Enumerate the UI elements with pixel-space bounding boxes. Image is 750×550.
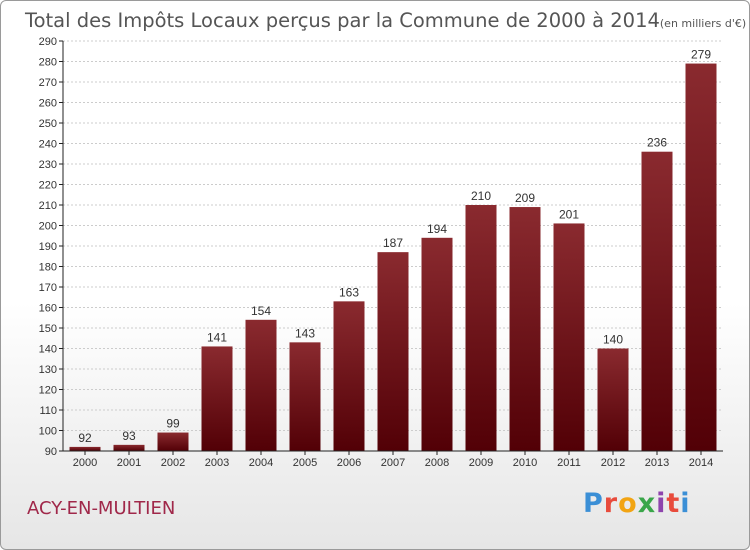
logo-letter: x xyxy=(637,488,657,519)
chart-unit-note: (en milliers d'€) xyxy=(659,17,747,30)
y-tick-label: 260 xyxy=(39,98,57,110)
data-label: 209 xyxy=(515,191,535,205)
y-tick-label: 270 xyxy=(39,77,57,89)
bar xyxy=(421,237,453,451)
proxiti-logo[interactable]: Proxiti xyxy=(583,488,691,519)
y-tick-label: 170 xyxy=(39,282,57,294)
data-label: 92 xyxy=(78,431,92,445)
logo-letter: o xyxy=(618,488,638,519)
data-label: 99 xyxy=(166,417,180,431)
y-tick-label: 240 xyxy=(39,139,57,151)
x-tick-label: 2011 xyxy=(557,457,581,469)
x-tick-label: 2009 xyxy=(469,457,493,469)
x-tick-label: 2004 xyxy=(249,457,273,469)
chart-title: Total des Impôts Locaux perçus par la Co… xyxy=(25,9,746,32)
y-tick-label: 110 xyxy=(39,405,57,417)
data-label: 140 xyxy=(603,333,623,347)
bar xyxy=(333,301,365,451)
y-tick-label: 230 xyxy=(39,159,57,171)
y-tick-label: 220 xyxy=(39,180,57,192)
logo-letter: t xyxy=(666,488,681,519)
logo-letter: i xyxy=(680,488,691,519)
data-label: 194 xyxy=(427,222,447,236)
bar xyxy=(553,223,585,451)
y-tick-label: 90 xyxy=(45,446,57,458)
x-tick-label: 2007 xyxy=(381,457,405,469)
bar xyxy=(69,446,101,451)
bar xyxy=(597,348,629,451)
bar xyxy=(685,63,717,452)
x-tick-label: 2006 xyxy=(337,457,361,469)
y-tick-label: 200 xyxy=(39,221,57,233)
logo-letter: r xyxy=(603,488,619,519)
bar xyxy=(465,205,497,451)
y-tick-label: 250 xyxy=(39,118,57,130)
y-tick-label: 180 xyxy=(39,262,57,274)
bar xyxy=(377,252,409,451)
y-tick-label: 290 xyxy=(39,36,57,48)
bar xyxy=(289,342,321,451)
x-tick-label: 2008 xyxy=(425,457,449,469)
bar xyxy=(641,151,673,451)
data-label: 279 xyxy=(691,48,711,62)
commune-name: ACY-EN-MULTIEN xyxy=(27,498,176,519)
y-tick-label: 130 xyxy=(39,364,57,376)
x-tick-label: 2012 xyxy=(601,457,625,469)
data-label: 154 xyxy=(251,304,271,318)
data-label: 141 xyxy=(207,330,227,344)
bar xyxy=(201,346,233,451)
y-tick-label: 210 xyxy=(39,200,57,212)
y-tick-label: 100 xyxy=(39,426,57,438)
data-label: 236 xyxy=(647,136,667,150)
bar xyxy=(113,444,145,451)
x-tick-label: 2013 xyxy=(645,457,669,469)
bar xyxy=(245,319,277,451)
x-tick-label: 2000 xyxy=(73,457,97,469)
logo-letter: i xyxy=(656,488,667,519)
x-tick-label: 2005 xyxy=(293,457,317,469)
data-label: 163 xyxy=(339,285,359,299)
data-label: 143 xyxy=(295,326,315,340)
bar xyxy=(157,432,189,451)
x-tick-label: 2010 xyxy=(513,457,537,469)
x-tick-label: 2002 xyxy=(161,457,185,469)
data-label: 187 xyxy=(383,236,403,250)
y-tick-label: 140 xyxy=(39,344,57,356)
x-tick-label: 2014 xyxy=(689,457,713,469)
data-label: 210 xyxy=(471,189,491,203)
x-tick-label: 2001 xyxy=(117,457,141,469)
logo-letter: P xyxy=(583,488,604,519)
chart-title-text: Total des Impôts Locaux perçus par la Co… xyxy=(25,9,660,32)
bar xyxy=(509,207,541,451)
y-tick-label: 280 xyxy=(39,57,57,69)
x-tick-label: 2003 xyxy=(205,457,229,469)
y-tick-label: 150 xyxy=(39,323,57,335)
data-label: 93 xyxy=(122,429,136,443)
y-tick-label: 160 xyxy=(39,303,57,315)
y-tick-label: 120 xyxy=(39,385,57,397)
y-tick-label: 190 xyxy=(39,241,57,253)
data-label: 201 xyxy=(559,207,579,221)
